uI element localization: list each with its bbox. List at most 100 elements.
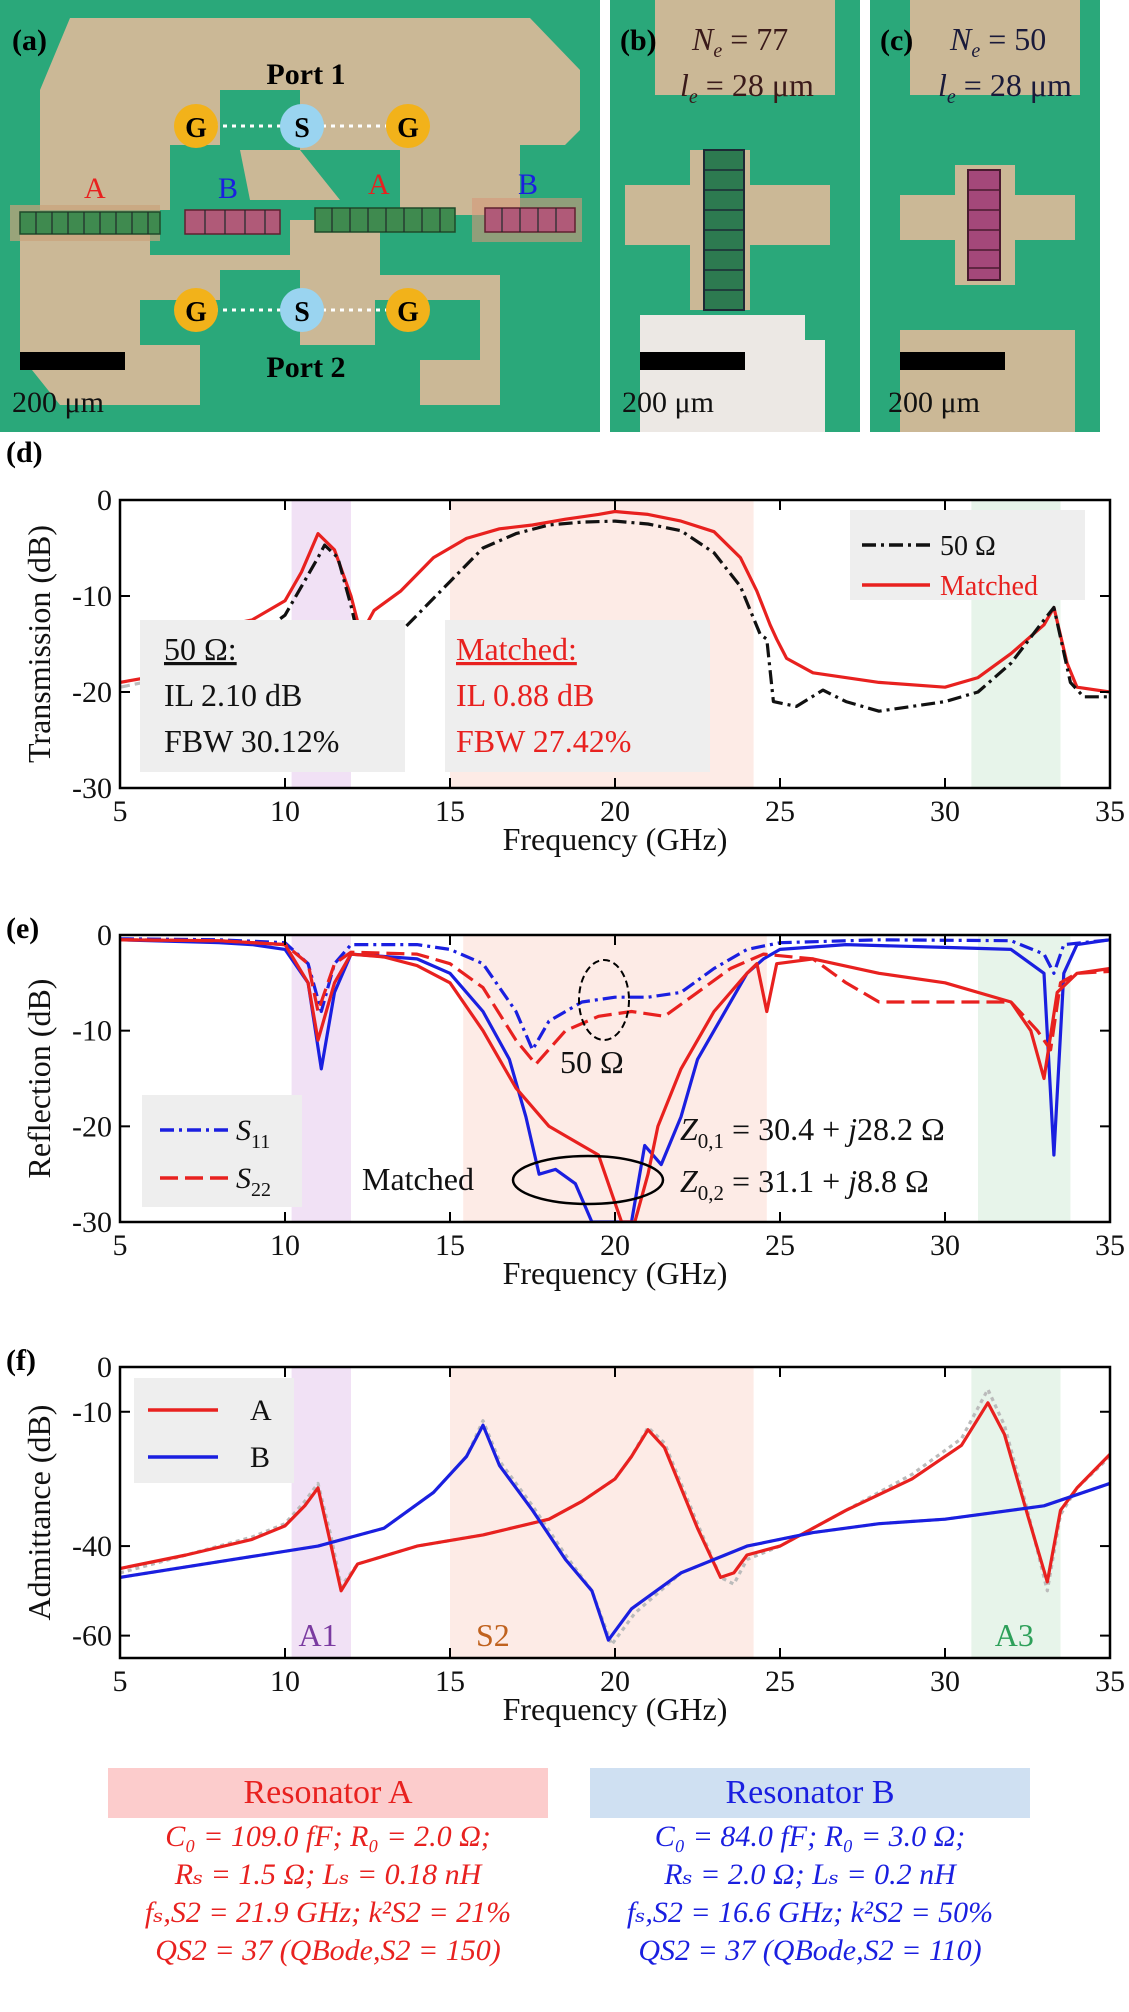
probe-port2: G S G [174, 288, 430, 332]
series-line-a [120, 1401, 1110, 1593]
annotation-ellipse-matched [511, 1154, 665, 1206]
resonator-a-left [19, 211, 161, 235]
x-tick-label: 35 [1095, 795, 1125, 828]
scale-label-a: 200 μm [12, 386, 104, 419]
legend-box [142, 1095, 302, 1207]
legend-label-50ohm: 50 Ω [940, 531, 996, 562]
y-axis-label: Transmission (dB) [21, 525, 57, 763]
chart-transmission: 5 10 15 20 25 30 35 0 -10 -20 -30 Frequency (GHz) Tr… [21, 484, 1125, 857]
info-box-matched [445, 620, 710, 772]
series-line-s11-matched [120, 938, 1110, 1222]
annotation-matched: Matched [362, 1161, 474, 1197]
highlight-band [978, 935, 1071, 1222]
x-tick-label: 30 [930, 795, 960, 828]
panel-b: (b) Ne = 77 le = 28 μm 200 μm [610, 0, 860, 432]
info-50ohm-il: IL 2.10 dB [164, 677, 302, 713]
resonator-b-right [484, 207, 576, 233]
x-tick-label: 20 [600, 1665, 630, 1698]
x-tick-label: 15 [435, 1665, 465, 1698]
resonator-b-title: Resonator B [590, 1768, 1030, 1818]
impedance-z2: Z0,2 = 31.1 + j8.8 Ω [680, 1163, 929, 1205]
x-tick-label: 25 [765, 1665, 795, 1698]
le-label-b: le = 28 μm [680, 67, 814, 108]
x-axis-label: Frequency (GHz) [503, 1691, 728, 1727]
signal-probe [280, 288, 324, 332]
ground-probe [386, 288, 430, 332]
band-label-a1: A1 [298, 1617, 337, 1653]
x-tick-label: 35 [1095, 1665, 1125, 1698]
top-pad-c [910, 0, 1080, 95]
impedance-z1: Z0,1 = 30.4 + j28.2 Ω [680, 1111, 945, 1153]
y-tick-label: -20 [72, 1110, 112, 1143]
y-axis-label: Admittance (dB) [21, 1405, 57, 1621]
chart-reflection: 5 10 15 20 25 30 35 0 -10 -20 -30 Frequency (GHz) Re… [21, 919, 1125, 1291]
resonator-b-params: Resonator B C₀ = 84.0 fF; R₀ = 3.0 Ω; Rₛ… [590, 1768, 1030, 1970]
legend-label-b: B [250, 1441, 270, 1474]
x-tick-label: 5 [113, 795, 128, 828]
resonator-c-idt [967, 169, 1001, 281]
x-tick-label: 15 [435, 1229, 465, 1262]
legend-box [134, 1378, 294, 1483]
info-50ohm-fbw: FBW 30.12% [164, 723, 339, 759]
ne-label-c: Ne = 50 [949, 21, 1046, 62]
info-matched-title: Matched: [456, 631, 577, 667]
series-line-s22-matched [120, 938, 1110, 1222]
resonator-b-line3: fₛ,S2 = 16.6 GHz; k²S2 = 50% [626, 1896, 994, 1929]
label-a-left: A [84, 172, 106, 205]
center-pad [240, 150, 340, 200]
scale-label-b: 200 μm [622, 386, 714, 419]
chart-admittance: 5 10 15 20 25 30 35 0 -10 -40 -60 Frequency (GHz) Ad… [21, 1351, 1125, 1727]
g-label: G [397, 113, 419, 144]
series-line-s11-50- [120, 937, 1110, 1052]
label-b-right: B [518, 168, 538, 201]
resonator-b-line2: Rₛ = 2.0 Ω; Lₛ = 0.2 nH [664, 1858, 956, 1891]
label-b-left: B [218, 172, 238, 205]
y-tick-label: -10 [72, 580, 112, 613]
panel-label-c: (c) [880, 24, 913, 57]
x-tick-label: 10 [270, 795, 300, 828]
info-box-50ohm [140, 620, 405, 772]
annotation-50ohm: 50 Ω [560, 1044, 624, 1080]
band-label-s2: S2 [476, 1617, 510, 1653]
x-tick-label: 35 [1095, 1229, 1125, 1262]
x-tick-label: 20 [600, 795, 630, 828]
le-label-c: le = 28 μm [938, 67, 1072, 108]
info-matched-il: IL 0.88 dB [456, 677, 594, 713]
x-tick-label: 25 [765, 1229, 795, 1262]
top-pad-b [655, 0, 835, 95]
y-axis-label: Reflection (dB) [21, 979, 57, 1179]
resonator-a-line4: QS2 = 37 (QBode,S2 = 150) [155, 1934, 501, 1967]
y-tick-label: -10 [72, 1396, 112, 1429]
s-label: S [294, 297, 310, 328]
y-tick-label: -40 [72, 1530, 112, 1563]
scale-label-c: 200 μm [888, 386, 980, 419]
panel-label-f: (f) [6, 1344, 36, 1377]
s-label: S [294, 113, 310, 144]
resonator-row [10, 198, 582, 242]
y-tick-label: -30 [72, 772, 112, 805]
legend-label-s11: S11 [236, 1114, 270, 1153]
ground-probe [386, 104, 430, 148]
x-tick-label: 25 [765, 795, 795, 828]
bottom-pad [20, 220, 500, 405]
info-50ohm-title: 50 Ω: [164, 631, 237, 667]
y-tick-label: -60 [72, 1620, 112, 1653]
g-label: G [185, 113, 207, 144]
series-line-50- [234, 519, 1110, 713]
probe-port1: G S G [174, 104, 430, 148]
x-tick-label: 10 [270, 1665, 300, 1698]
series-line-matched [120, 509, 1110, 694]
resonator-b-line4: QS2 = 37 (QBode,S2 = 110) [638, 1934, 982, 1967]
highlight-band [450, 1367, 754, 1658]
port2-label: Port 2 [266, 351, 345, 384]
g-label: G [397, 297, 419, 328]
y-tick-label: -10 [72, 1015, 112, 1048]
info-matched-fbw: FBW 27.42% [456, 723, 631, 759]
x-tick-label: 20 [600, 1229, 630, 1262]
panel-c: (c) Ne = 50 le = 28 μm 200 μm [870, 0, 1100, 432]
series-line-b [120, 1423, 1110, 1642]
panel-label-e: (e) [6, 912, 39, 945]
x-tick-label: 30 [930, 1229, 960, 1262]
y-tick-label: 0 [97, 919, 112, 952]
